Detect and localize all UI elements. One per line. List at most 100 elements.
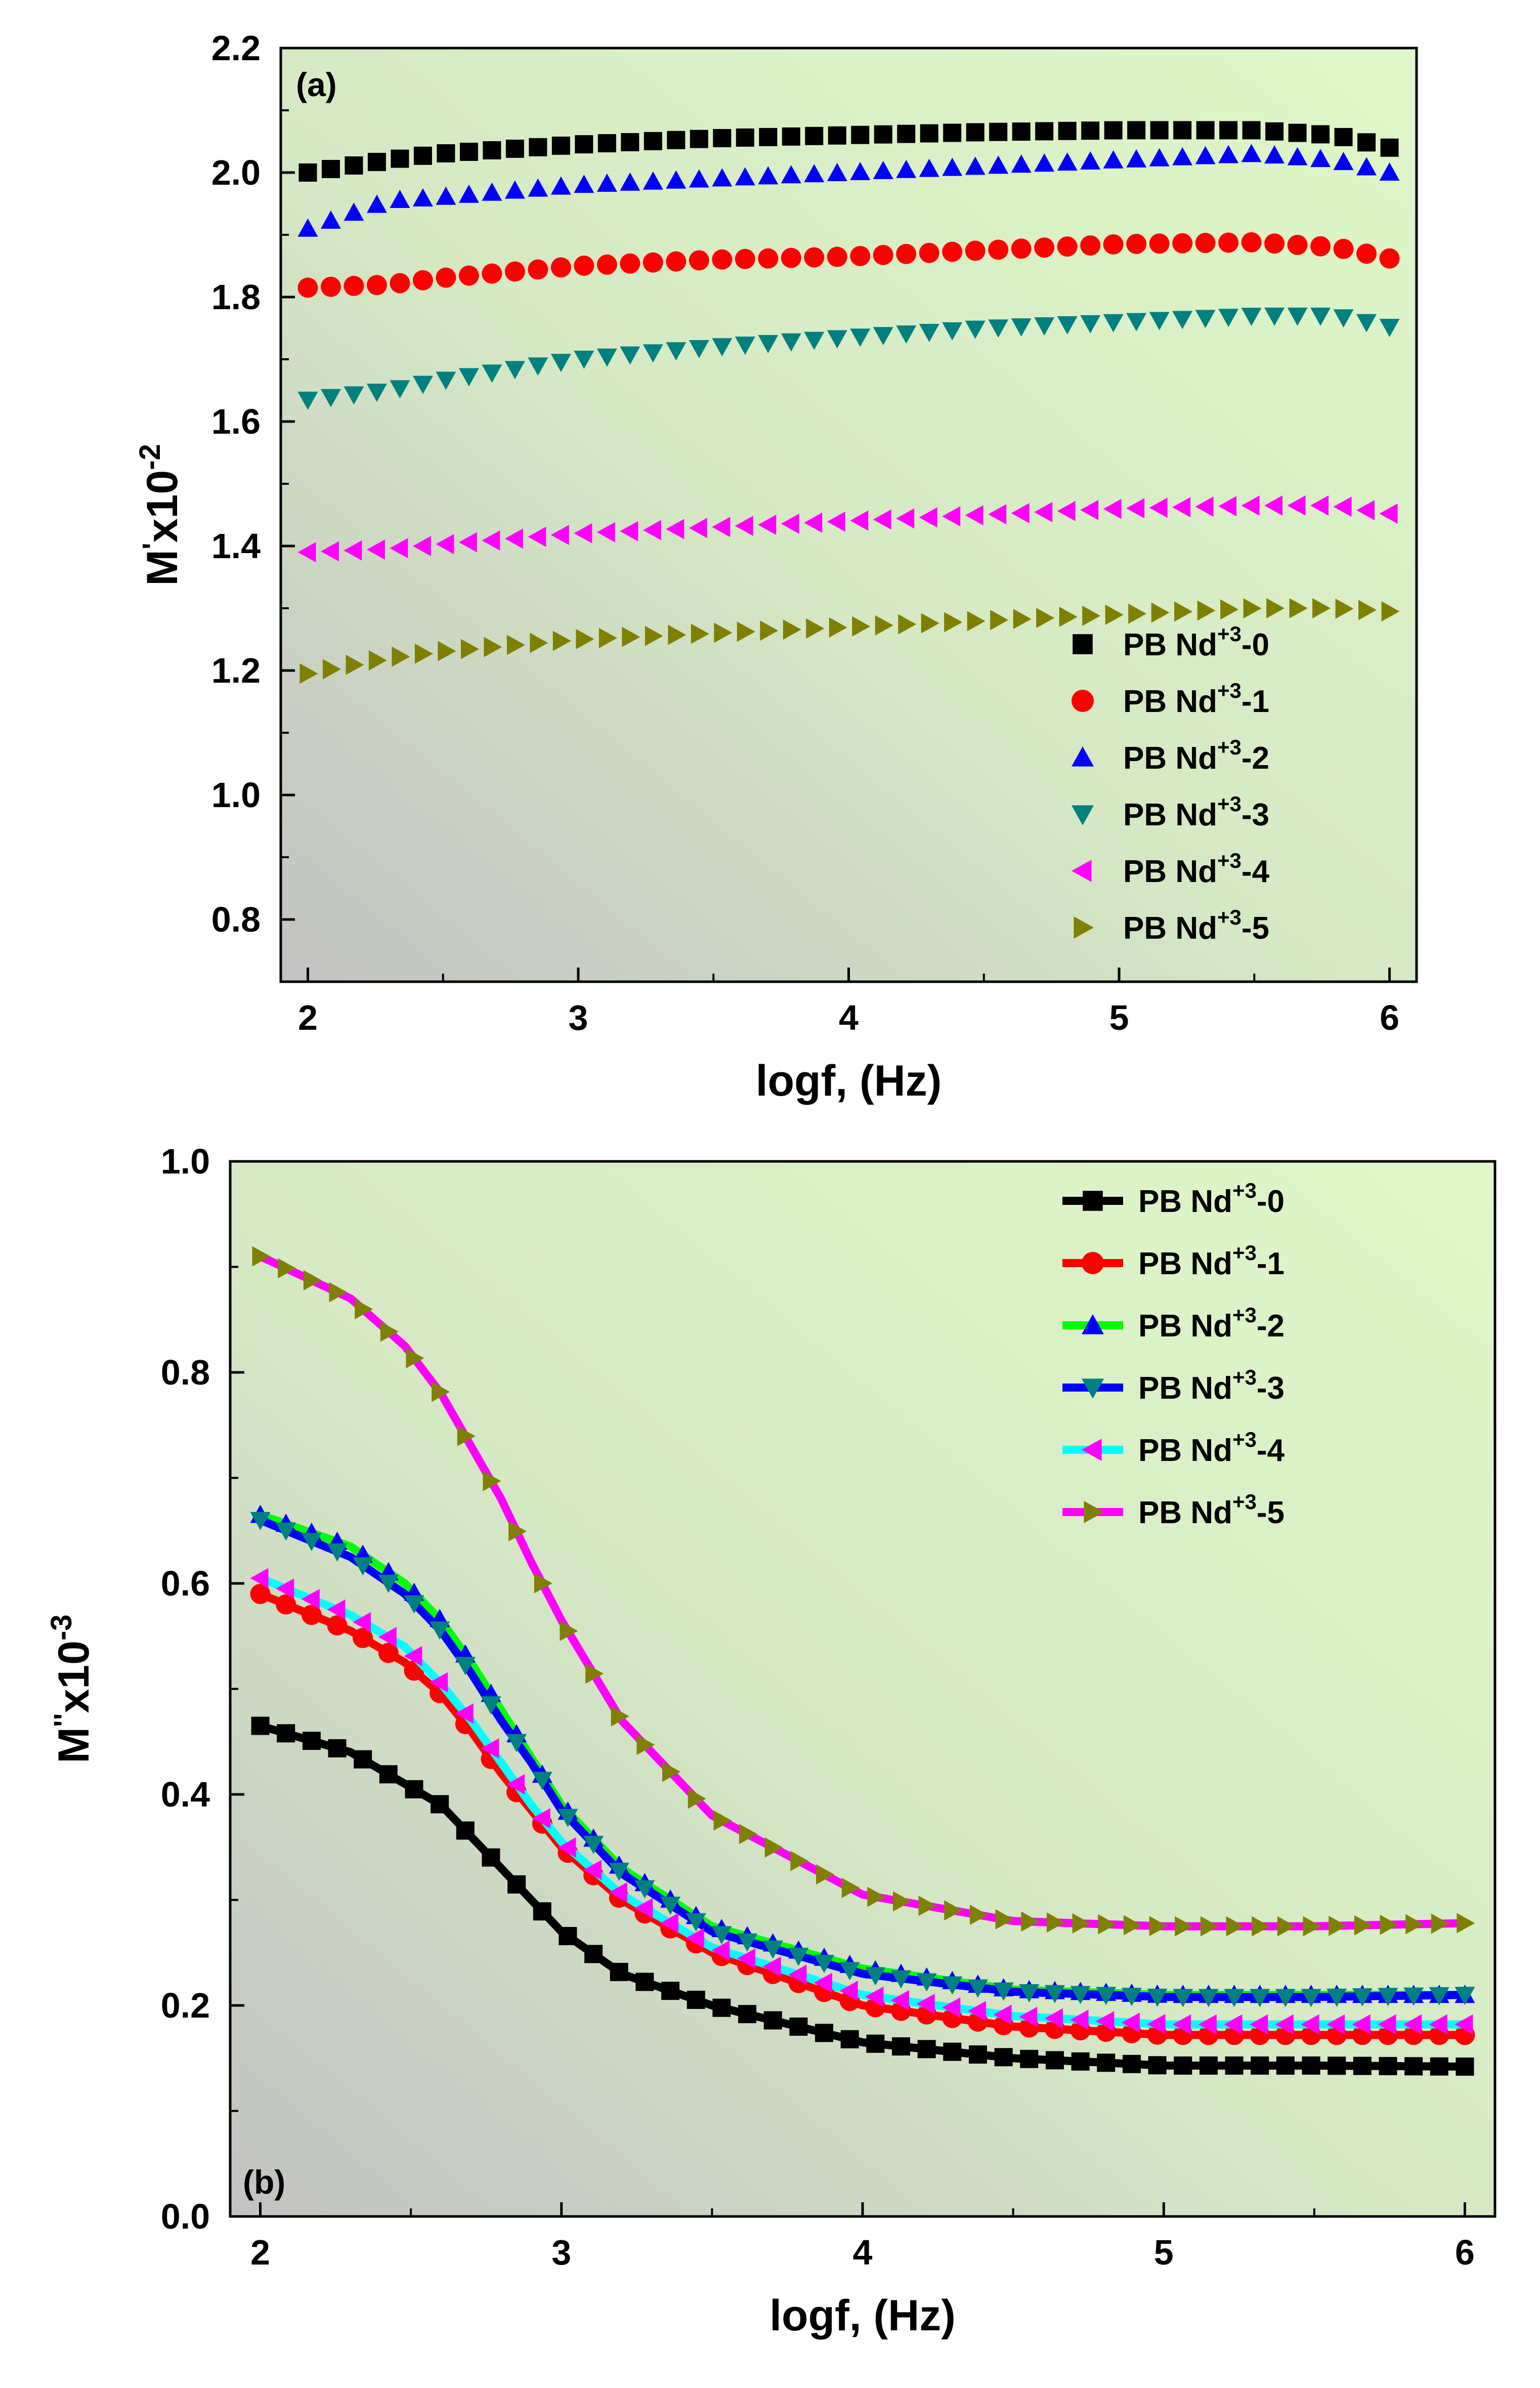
legend-item: PB Nd+3-3	[1072, 792, 1269, 832]
data-point	[506, 1774, 525, 1795]
y-tick-label: 1.4	[211, 526, 261, 566]
data-point	[1103, 314, 1124, 332]
data-point	[353, 1627, 373, 1648]
data-point	[344, 540, 362, 561]
data-point	[302, 1732, 321, 1750]
data-point	[504, 180, 525, 199]
data-point	[1070, 1986, 1091, 2004]
data-point	[1405, 1914, 1424, 1935]
data-point	[413, 146, 432, 165]
panel-label-b: (b)	[243, 2163, 285, 2201]
y-axis-title-mult-a: x10	[138, 470, 187, 543]
data-point	[380, 1321, 399, 1342]
legend-marker	[1072, 805, 1094, 825]
data-point	[596, 348, 617, 367]
legend-label: PB Nd+3-5	[1138, 1490, 1285, 1530]
legend-item: PB Nd+3-3	[1062, 1365, 1285, 1406]
data-point	[735, 248, 755, 269]
data-point	[303, 1270, 322, 1290]
data-point	[713, 1810, 732, 1831]
data-point	[804, 164, 825, 183]
data-point	[738, 2005, 757, 2024]
data-point	[850, 510, 869, 531]
legend-label-sup: +3	[1217, 905, 1242, 929]
data-point	[788, 1964, 807, 1985]
data-point	[298, 163, 317, 182]
legend-label: PB Nd+3-0	[1138, 1179, 1285, 1219]
data-point	[1149, 1916, 1168, 1937]
data-point	[559, 1926, 577, 1945]
data-point	[874, 125, 892, 144]
data-point	[688, 1788, 706, 1809]
data-point	[574, 350, 594, 369]
legend-label-prefix: PB Nd	[1138, 1495, 1232, 1530]
data-point	[431, 1795, 449, 1814]
data-point	[1356, 500, 1375, 521]
data-point	[1276, 2056, 1295, 2075]
data-point	[690, 130, 708, 148]
legend-marker	[1082, 1252, 1104, 1274]
data-point	[528, 259, 548, 280]
data-point	[1251, 2056, 1269, 2075]
data-point	[1174, 601, 1193, 622]
legend-marker	[1072, 746, 1094, 767]
data-point	[1121, 2012, 1140, 2033]
data-point	[1034, 237, 1055, 258]
legend-label-sup: +3	[1217, 622, 1242, 646]
y-axis-title-mult-b: x10	[50, 1641, 98, 1713]
data-point	[1303, 1916, 1321, 1937]
legend-b: PB Nd+3-0PB Nd+3-1PB Nd+3-2PB Nd+3-3PB N…	[1062, 1179, 1285, 1530]
legend-label-prefix: PB Nd	[1123, 911, 1217, 946]
data-point	[739, 1824, 758, 1845]
data-point	[574, 175, 594, 193]
data-point	[550, 176, 571, 195]
data-point	[662, 1762, 681, 1782]
x-axis-title-a: logf, (Hz)	[756, 1057, 942, 1105]
legend-item: PB Nd+3-2	[1062, 1303, 1285, 1344]
data-point	[368, 650, 387, 671]
legend-label-prefix: PB Nd	[1123, 684, 1217, 719]
data-point	[1097, 2054, 1116, 2072]
data-point	[839, 1962, 860, 1981]
data-point	[1019, 1984, 1040, 2003]
data-point	[896, 159, 917, 178]
legend-label: PB Nd+3-2	[1123, 735, 1269, 776]
data-point	[366, 275, 387, 296]
data-point	[1149, 497, 1168, 518]
data-point	[814, 1973, 833, 1993]
data-point	[713, 129, 732, 147]
data-point	[1149, 233, 1170, 254]
data-point	[1011, 318, 1032, 337]
data-point	[1057, 316, 1078, 334]
data-point	[1378, 1988, 1398, 2006]
data-point	[1352, 2014, 1371, 2035]
data-point	[890, 1970, 911, 1989]
data-point	[891, 2037, 910, 2056]
data-point	[1070, 2009, 1089, 2030]
data-point	[988, 239, 1009, 260]
data-point	[391, 149, 409, 168]
legend-label-suffix: -3	[1257, 1371, 1285, 1406]
data-point	[712, 338, 733, 357]
data-point	[390, 538, 408, 559]
data-point	[804, 247, 825, 268]
legend-item: PB Nd+3-1	[1072, 679, 1269, 719]
legend-label-suffix: -5	[1257, 1495, 1285, 1530]
data-point	[576, 629, 594, 649]
data-point	[827, 246, 847, 267]
data-point	[276, 1594, 296, 1615]
data-point	[1080, 499, 1099, 520]
data-point	[783, 619, 801, 640]
data-point	[873, 244, 893, 265]
data-point	[967, 1979, 988, 1998]
data-point	[596, 173, 617, 192]
data-point	[1057, 236, 1078, 257]
data-point	[643, 344, 663, 363]
data-point	[558, 1809, 578, 1827]
y-axis-title-a: M'x10-2	[134, 444, 187, 586]
data-point	[1147, 2014, 1166, 2034]
data-point	[815, 2024, 834, 2042]
y-axis-title-main-b: M	[50, 1727, 98, 1764]
data-point	[1197, 600, 1216, 621]
x-axis-ticks-b: 2 3 4 5 6	[250, 2202, 1475, 2272]
